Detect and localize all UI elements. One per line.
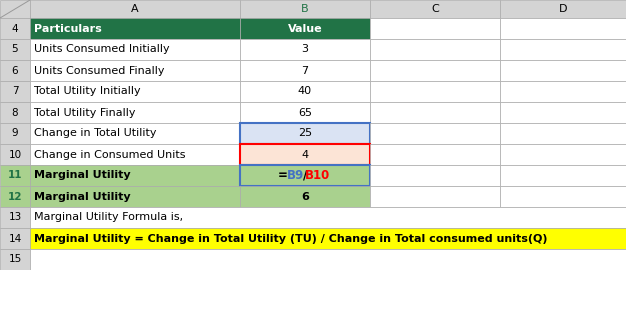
Bar [30,207,626,228]
Text: 15: 15 [8,254,22,265]
Bar [240,123,370,144]
Text: Units Consumed Initially: Units Consumed Initially [34,44,170,54]
Bar [370,18,500,39]
Bar [0,123,30,144]
Bar [240,186,370,207]
Text: B: B [301,4,309,14]
Bar [500,0,626,18]
Text: =: = [278,169,288,182]
Bar [0,18,30,39]
Bar [500,60,626,81]
Bar [30,81,240,102]
Text: Total Utility Initially: Total Utility Initially [34,86,141,97]
Text: 3: 3 [302,44,309,54]
Text: 25: 25 [298,129,312,139]
Bar [500,165,626,186]
Text: 12: 12 [8,191,23,202]
Text: 5: 5 [12,44,18,54]
Bar [0,207,30,228]
Bar [240,165,370,186]
Text: 13: 13 [8,212,22,222]
Text: Units Consumed Finally: Units Consumed Finally [34,66,165,76]
Bar [30,228,626,249]
Bar [240,18,370,39]
Bar [30,123,240,144]
Text: Particulars: Particulars [34,23,102,34]
Bar [240,60,370,81]
Bar [0,228,30,249]
Text: A: A [131,4,139,14]
Text: Marginal Utility: Marginal Utility [34,171,131,180]
Bar [30,102,240,123]
Bar [0,186,30,207]
Text: 7: 7 [302,66,309,76]
Bar [500,39,626,60]
Bar [0,102,30,123]
Bar [30,144,240,165]
Bar [370,123,500,144]
Text: 14: 14 [8,234,22,244]
Bar [0,270,626,320]
Text: 4: 4 [302,149,309,159]
Bar [240,81,370,102]
Bar [240,39,370,60]
Text: 7: 7 [12,86,18,97]
Text: Marginal Utility = Change in Total Utility (TU) / Change in Total consumed units: Marginal Utility = Change in Total Utili… [34,234,548,244]
Bar [30,165,240,186]
Bar [30,0,240,18]
Text: /: / [303,169,307,182]
Bar [0,81,30,102]
Bar [0,60,30,81]
Bar [0,144,30,165]
Text: 10: 10 [8,149,21,159]
Bar [500,123,626,144]
Text: 4: 4 [12,23,18,34]
Bar [30,60,240,81]
Bar [240,144,370,165]
Bar [370,102,500,123]
Bar [0,249,30,270]
Bar [30,249,626,270]
Bar [500,186,626,207]
Bar [370,0,500,18]
Bar [370,144,500,165]
Bar [370,60,500,81]
Text: Marginal Utility: Marginal Utility [34,191,131,202]
Text: 11: 11 [8,171,23,180]
Bar [0,39,30,60]
Bar [370,165,500,186]
Bar [370,186,500,207]
Text: Value: Value [288,23,322,34]
Bar [500,102,626,123]
Text: B10: B10 [305,169,331,182]
Text: 6: 6 [12,66,18,76]
Bar [500,81,626,102]
Text: 9: 9 [12,129,18,139]
Bar [0,0,30,18]
Text: C: C [431,4,439,14]
Bar [30,39,240,60]
Bar [30,18,240,39]
Text: B9: B9 [286,169,304,182]
Bar [500,144,626,165]
Text: 65: 65 [298,108,312,117]
Text: Total Utility Finally: Total Utility Finally [34,108,135,117]
Text: Marginal Utility Formula is,: Marginal Utility Formula is, [34,212,183,222]
Bar [240,0,370,18]
Bar [370,81,500,102]
Text: 40: 40 [298,86,312,97]
Text: Change in Consumed Units: Change in Consumed Units [34,149,185,159]
Text: 6: 6 [301,191,309,202]
Bar [240,102,370,123]
Bar [500,18,626,39]
Bar [0,165,30,186]
Text: Change in Total Utility: Change in Total Utility [34,129,156,139]
Text: 8: 8 [12,108,18,117]
Bar [370,39,500,60]
Text: D: D [559,4,567,14]
Bar [30,186,240,207]
